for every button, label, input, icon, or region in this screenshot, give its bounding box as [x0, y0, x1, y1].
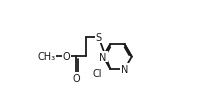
Text: O: O: [62, 51, 70, 61]
Text: CH₃: CH₃: [37, 51, 55, 61]
Text: Cl: Cl: [92, 68, 102, 78]
Text: O: O: [72, 73, 80, 83]
Text: N: N: [99, 52, 107, 62]
Text: N: N: [121, 64, 128, 74]
Text: S: S: [96, 33, 102, 43]
